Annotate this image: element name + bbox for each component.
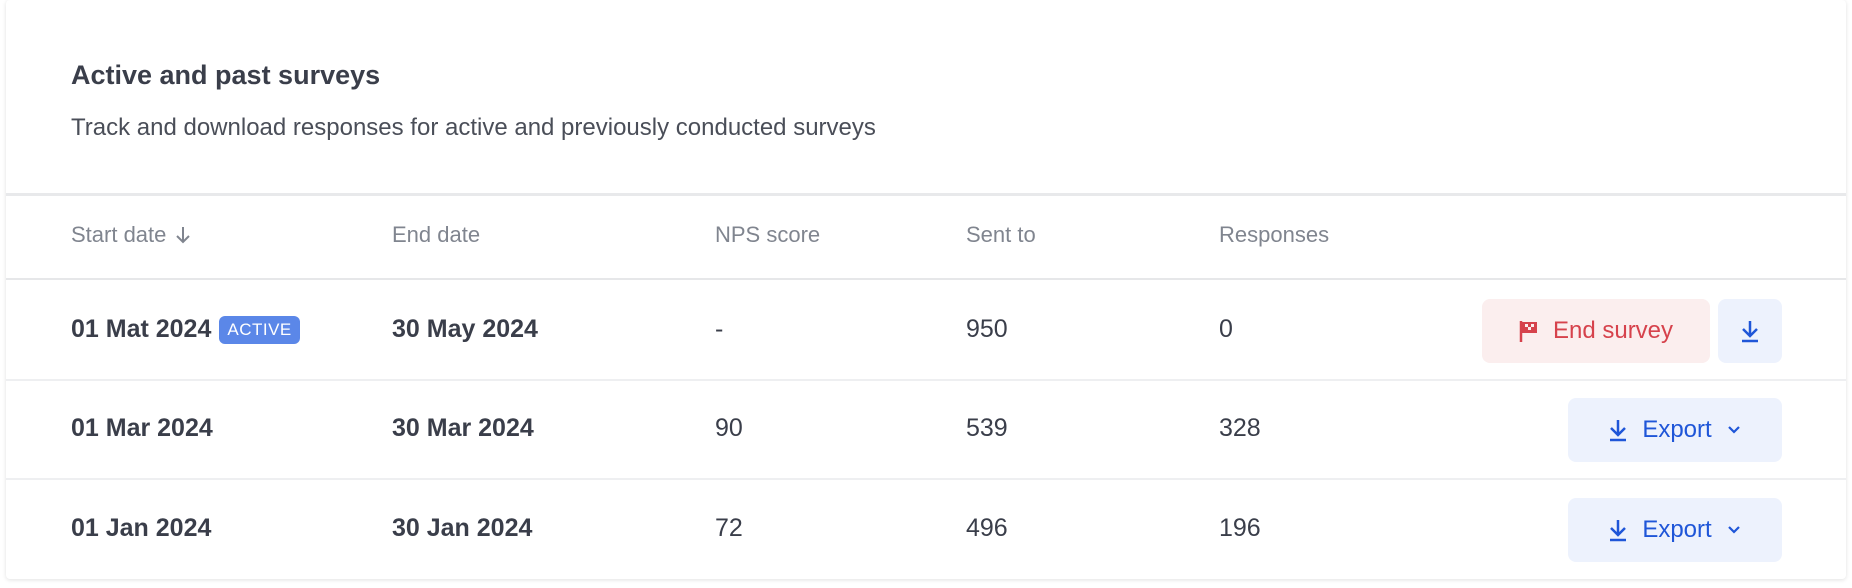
sent-to-cell: 496 xyxy=(966,514,1008,542)
page-title: Active and past surveys xyxy=(71,60,381,90)
arrow-down-icon xyxy=(174,225,192,245)
start-date-cell: 01 Mar 2024 xyxy=(71,414,213,442)
responses-cell: 196 xyxy=(1219,514,1261,542)
download-icon xyxy=(1740,319,1760,343)
page-subtitle: Track and download responses for active … xyxy=(71,114,876,141)
checkered-flag-icon xyxy=(1519,319,1539,343)
table-header: Start date End date NPS score Sent to Re… xyxy=(6,196,1846,280)
download-button[interactable] xyxy=(1718,299,1782,363)
download-icon xyxy=(1608,418,1628,442)
table-row: 01 Jan 2024 30 Jan 2024 72 496 196 Expor… xyxy=(6,479,1846,578)
chevron-down-icon xyxy=(1726,425,1742,435)
nps-score-cell: - xyxy=(715,315,724,343)
nps-score-cell: 72 xyxy=(715,514,743,542)
table-row: 01 Mar 2024 30 Mar 2024 90 539 328 Expor… xyxy=(6,379,1846,480)
nps-score-cell: 90 xyxy=(715,414,743,442)
end-survey-button[interactable]: End survey xyxy=(1482,299,1710,363)
status-badge: ACTIVE xyxy=(219,315,300,344)
end-date-cell: 30 May 2024 xyxy=(392,315,538,343)
start-date-cell: 01 Mat 2024 ACTIVE xyxy=(71,280,300,379)
export-button[interactable]: Export xyxy=(1568,398,1782,462)
surveys-card: Active and past surveys Track and downlo… xyxy=(6,0,1846,579)
export-button[interactable]: Export xyxy=(1568,498,1782,562)
sent-to-cell: 539 xyxy=(966,414,1008,442)
download-icon xyxy=(1608,518,1628,542)
responses-cell: 328 xyxy=(1219,414,1261,442)
column-header-responses: Responses xyxy=(1219,222,1330,247)
column-header-end-date: End date xyxy=(392,222,481,247)
column-header-sent-to: Sent to xyxy=(966,222,1036,247)
start-date-cell: 01 Jan 2024 xyxy=(71,514,212,542)
column-header-nps-score: NPS score xyxy=(715,222,821,247)
responses-cell: 0 xyxy=(1219,315,1233,343)
sent-to-cell: 950 xyxy=(966,315,1008,343)
divider xyxy=(6,193,1846,196)
end-date-cell: 30 Jan 2024 xyxy=(392,514,533,542)
end-date-cell: 30 Mar 2024 xyxy=(392,414,534,442)
table-row: 01 Mat 2024 ACTIVE 30 May 2024 - 950 0 E… xyxy=(6,280,1846,381)
column-header-start-date[interactable]: Start date xyxy=(71,222,192,248)
chevron-down-icon xyxy=(1726,525,1742,535)
